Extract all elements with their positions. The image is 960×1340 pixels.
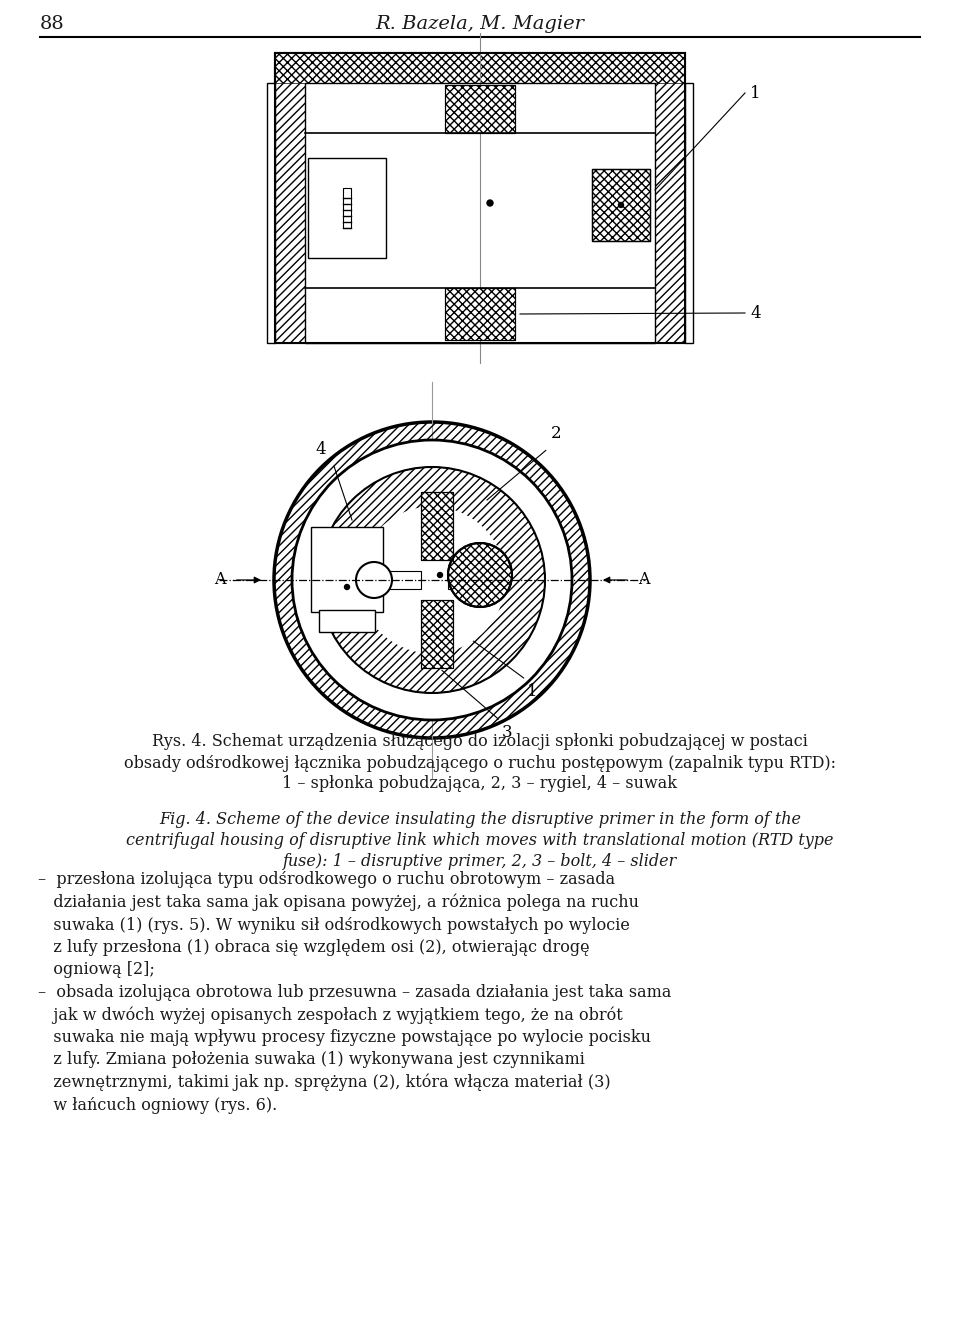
Bar [275,54,685,83]
Bar [685,83,693,343]
Bar [421,600,453,669]
Bar [275,54,305,343]
Bar [311,527,383,612]
Bar [592,169,650,241]
Bar [275,54,685,343]
Text: 4: 4 [750,304,760,322]
Bar [421,600,453,669]
Bar [319,610,375,632]
Text: A: A [638,571,650,588]
Text: 3: 3 [501,724,512,741]
Ellipse shape [274,422,590,738]
Text: w łańcuch ogniowy (rys. 6).: w łańcuch ogniowy (rys. 6). [38,1096,277,1114]
Bar [445,288,515,340]
Text: A: A [214,571,226,588]
Circle shape [487,200,493,206]
Ellipse shape [358,507,506,654]
Text: Fig. 4. Scheme of the device insulating the disruptive primer in the form of the: Fig. 4. Scheme of the device insulating … [159,811,801,828]
Bar [655,54,685,343]
Text: 88: 88 [40,15,64,34]
Text: z lufy przesłona (1) obraca się względem osi (2), otwierając drogę: z lufy przesłona (1) obraca się względem… [38,939,589,955]
Bar [305,83,655,343]
Bar [448,571,453,590]
Ellipse shape [292,440,572,720]
Text: 1 – spłonka pobudzająca, 2, 3 – rygiel, 4 – suwak: 1 – spłonka pobudzająca, 2, 3 – rygiel, … [282,776,678,792]
Bar [592,169,650,241]
Bar [421,492,453,560]
Circle shape [618,202,623,208]
Bar [421,492,453,560]
Bar [383,571,421,590]
Text: 2: 2 [551,425,562,442]
Text: Rys. 4. Schemat urządzenia służącego do izolacji spłonki pobudzającej w postaci: Rys. 4. Schemat urządzenia służącego do … [152,733,808,750]
Bar [275,54,685,343]
Text: suwaka nie mają wpływu procesy fizyczne powstające po wylocie pocisku: suwaka nie mają wpływu procesy fizyczne … [38,1029,651,1047]
Text: zewnętrznymi, takimi jak np. sprężyna (2), która włącza materiał (3): zewnętrznymi, takimi jak np. sprężyna (2… [38,1073,611,1091]
Circle shape [345,584,349,590]
Text: –  przesłona izolująca typu odśrodkowego o ruchu obrotowym – zasada: – przesłona izolująca typu odśrodkowego … [38,871,615,888]
Text: centrifugal housing of disruptive link which moves with translational motion (RT: centrifugal housing of disruptive link w… [127,832,833,850]
Text: 1: 1 [527,683,538,699]
Circle shape [356,561,392,598]
Ellipse shape [319,468,545,693]
Text: ogniową [2];: ogniową [2]; [38,962,155,978]
Text: działania jest taka sama jak opisana powyżej, a różnica polega na ruchu: działania jest taka sama jak opisana pow… [38,894,639,911]
Circle shape [438,572,443,578]
Text: obsady odśrodkowej łącznika pobudzającego o ruchu postępowym (zapalnik typu RTD): obsady odśrodkowej łącznika pobudzająceg… [124,754,836,772]
Text: suwaka (1) (rys. 5). W wyniku sił odśrodkowych powstałych po wylocie: suwaka (1) (rys. 5). W wyniku sił odśrod… [38,917,630,934]
Bar [267,83,275,343]
Text: R. Bazela, M. Magier: R. Bazela, M. Magier [375,15,585,34]
Text: 1: 1 [750,84,760,102]
Text: –  obsada izolująca obrotowa lub przesuwna – zasada działania jest taka sama: – obsada izolująca obrotowa lub przesuwn… [38,984,671,1001]
Bar [308,158,386,259]
Bar [445,84,515,133]
Bar [343,188,351,228]
Circle shape [448,543,512,607]
Text: jak w dwóch wyżej opisanych zespołach z wyjątkiem tego, że na obrót: jak w dwóch wyżej opisanych zespołach z … [38,1006,623,1024]
Bar [445,288,515,340]
Text: z lufy. Zmiana położenia suwaka (1) wykonywana jest czynnikami: z lufy. Zmiana położenia suwaka (1) wyko… [38,1052,585,1068]
Bar [445,84,515,133]
Text: 4: 4 [316,441,326,458]
Bar [305,83,655,343]
Text: fuse): 1 – disruptive primer, 2, 3 – bolt, 4 – slider: fuse): 1 – disruptive primer, 2, 3 – bol… [283,854,677,870]
